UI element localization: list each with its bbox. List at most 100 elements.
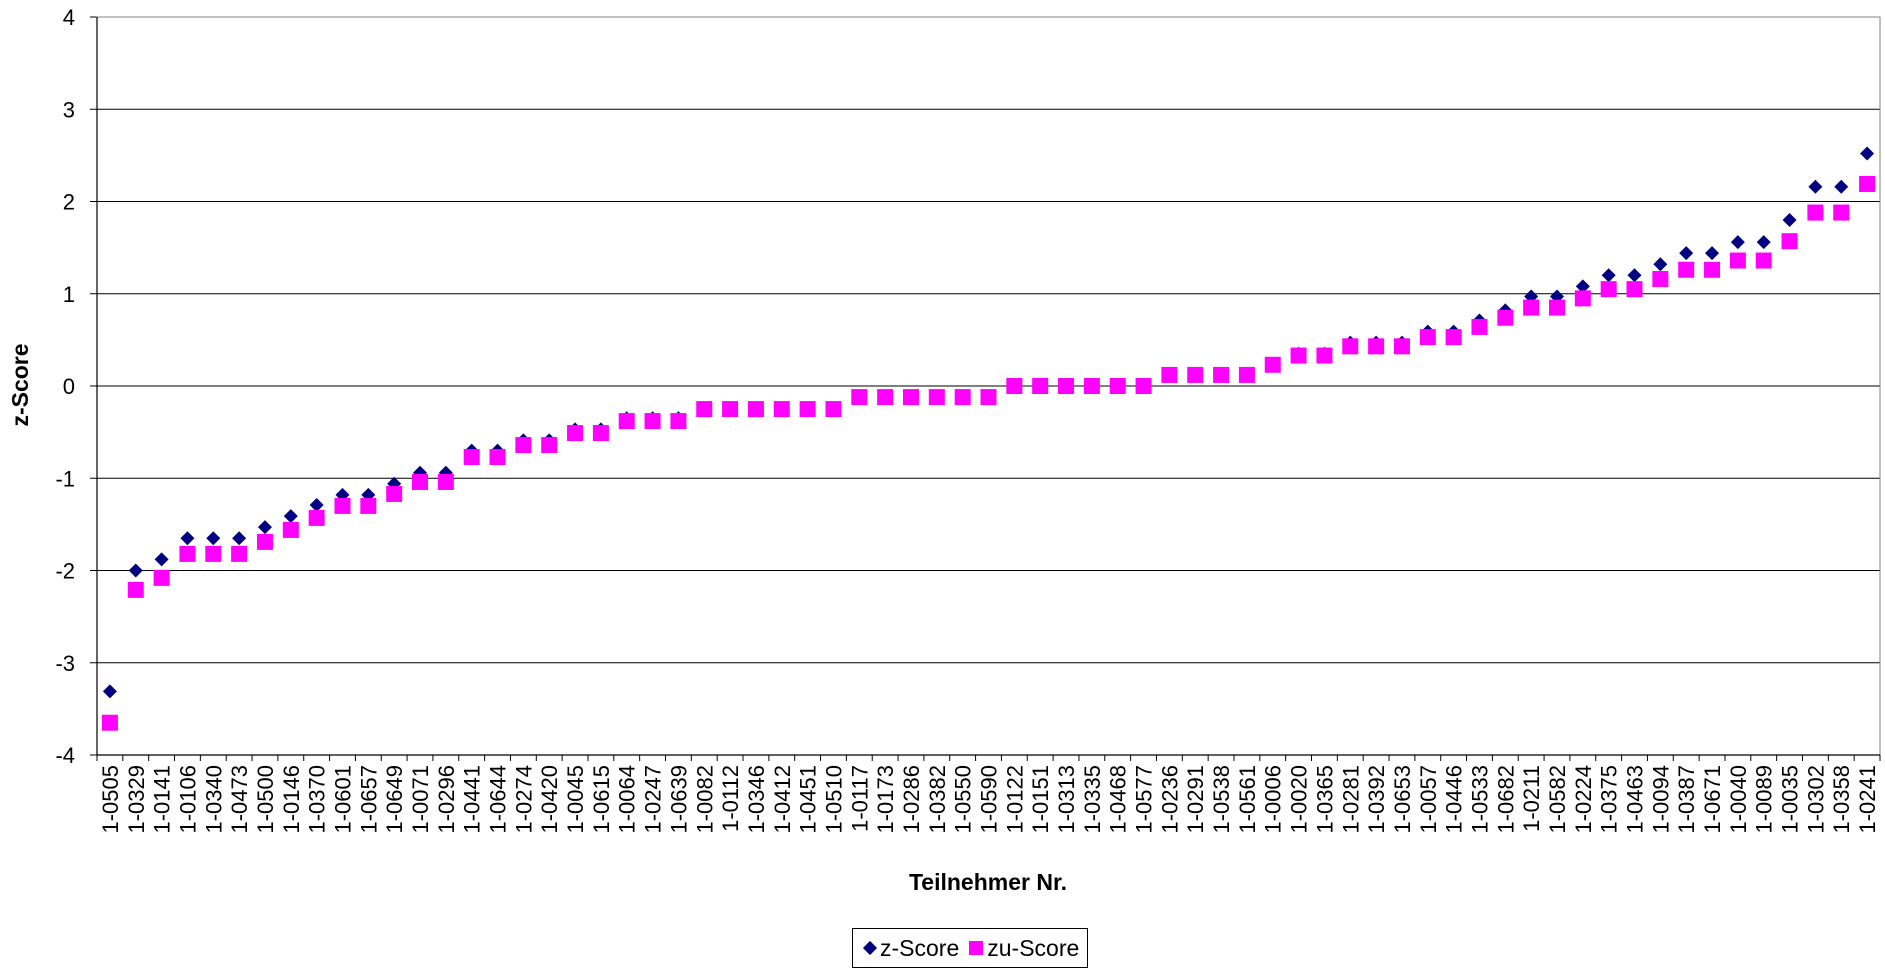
z-score-point (1679, 246, 1694, 261)
zu-score-point (1600, 281, 1617, 298)
x-tick-label: 1-0040 (1726, 765, 1751, 834)
zu-score-point (1058, 378, 1075, 394)
x-tick-label: 1-0286 (899, 765, 924, 834)
zu-score-point (954, 389, 971, 406)
zu-score-point (515, 437, 532, 454)
x-tick-label: 1-0392 (1364, 765, 1389, 834)
x-tick-label: 1-0057 (1416, 765, 1441, 834)
x-tick-label: 1-0211 (1519, 765, 1544, 832)
zu-score-point (463, 449, 480, 466)
x-tick-label: 1-0382 (925, 765, 950, 834)
zu-score-point (618, 413, 635, 430)
zu-score-point (722, 401, 739, 418)
x-tick-labels: 1-0505 1-0329 1-0141 1-0106 1-0340 1-0473 1-05… (98, 765, 1880, 834)
x-tick-label: 1-0657 (356, 765, 381, 834)
z-score-point (1808, 179, 1823, 194)
zu-score-point (592, 425, 609, 442)
zu-score-point (127, 581, 144, 598)
x-tick-label: 1-0035 (1778, 765, 1803, 834)
x-tick-label: 1-0533 (1467, 765, 1492, 834)
zu-score-point (1497, 309, 1514, 326)
x-tick-label: 1-0441 (460, 765, 485, 834)
x-tick-label: 1-0582 (1545, 765, 1570, 834)
y-axis-title: z-Score (7, 343, 33, 426)
y-tick-label: -3 (55, 651, 75, 676)
zu-score-point (1083, 378, 1100, 394)
zu-score-point (1807, 204, 1824, 221)
zu-score-point (1678, 261, 1695, 278)
x-tick-label: 1-0071 (408, 765, 433, 834)
x-tick-label: 1-0375 (1597, 765, 1622, 834)
legend-item-z-score: z-Score (861, 935, 959, 962)
z-score-point (1627, 268, 1642, 283)
zu-score-point (179, 545, 196, 562)
zu-score-point (851, 389, 868, 406)
z-score-point (309, 498, 324, 513)
x-tick-label: 1-0649 (382, 765, 407, 834)
x-tick-label: 1-0117 (847, 765, 872, 832)
zu-score-point (437, 473, 454, 490)
x-tick-label: 1-0020 (1287, 765, 1312, 834)
legend: z-Score zu-Score (852, 928, 1089, 968)
y-tick-label: 3 (63, 97, 75, 122)
zu-score-point (1755, 252, 1772, 269)
zu-score-point (205, 545, 222, 562)
z-score-point (128, 563, 143, 578)
x-tick-label: 1-0671 (1700, 765, 1725, 834)
legend-label-z-score: z-Score (880, 934, 960, 961)
y-tick-label: 2 (63, 190, 75, 215)
zu-score-point (1833, 204, 1850, 221)
x-tick-label: 1-0335 (1080, 765, 1105, 834)
z-score-point (154, 552, 169, 567)
z-score-point (1860, 146, 1875, 161)
x-tick-label: 1-0112 (718, 765, 743, 832)
x-tick-label: 1-0463 (1623, 765, 1648, 834)
zu-score-point (1342, 338, 1359, 355)
x-tick-label: 1-0089 (1752, 765, 1777, 834)
zu-score-point (412, 473, 429, 490)
zu-score-point (541, 437, 558, 454)
y-tick-label: 4 (63, 5, 75, 30)
zu-score-point (1652, 270, 1669, 287)
zu-score-point (360, 497, 377, 514)
x-tick-label: 1-0291 (1183, 765, 1208, 834)
x-tick-label: 1-0639 (666, 765, 691, 834)
zu-score-point (1316, 347, 1333, 364)
z-score-point (1730, 235, 1745, 250)
x-tick-label: 1-0045 (563, 765, 588, 834)
zu-score-point (1419, 329, 1436, 346)
x-tick-label: 1-0302 (1803, 765, 1828, 834)
z-score-point (180, 531, 195, 546)
y-tick-label: 0 (63, 374, 75, 399)
x-tick-label: 1-0538 (1209, 765, 1234, 834)
x-tick-label: 1-0500 (253, 765, 278, 834)
zu-score-point (1523, 299, 1540, 316)
z-score-point (1782, 212, 1797, 227)
x-tick-label: 1-0340 (201, 765, 226, 834)
zu-score-point (1213, 366, 1230, 383)
zu-score-point (1238, 366, 1255, 383)
zu-score-point (1859, 175, 1876, 192)
z-score-point (283, 509, 298, 524)
zu-score-point (1781, 233, 1798, 250)
y-tick-label: 1 (63, 282, 75, 307)
x-tick-label: 1-0682 (1493, 765, 1518, 834)
zu-score-point (747, 401, 764, 418)
zu-score-point (282, 521, 299, 538)
zu-score-point (1574, 290, 1591, 307)
z-score-point (1756, 235, 1771, 250)
zu-score-point (1393, 338, 1410, 355)
z-score-point (102, 684, 117, 699)
x-tick-label: 1-0577 (1132, 765, 1157, 834)
x-tick-label: 1-0590 (977, 765, 1002, 834)
zu-score-point (773, 401, 790, 418)
x-tick-label: 1-0510 (821, 765, 846, 834)
x-tick-label: 1-0505 (98, 765, 123, 834)
zu-score-point (1445, 329, 1462, 346)
x-axis-title: Teilnehmer Nr. (909, 869, 1067, 895)
z-score-point (1653, 257, 1668, 272)
axes (90, 16, 1881, 761)
zu-score-point (1006, 378, 1023, 394)
zu-score-point (1187, 366, 1204, 383)
diamond-marker-icon (862, 940, 878, 956)
